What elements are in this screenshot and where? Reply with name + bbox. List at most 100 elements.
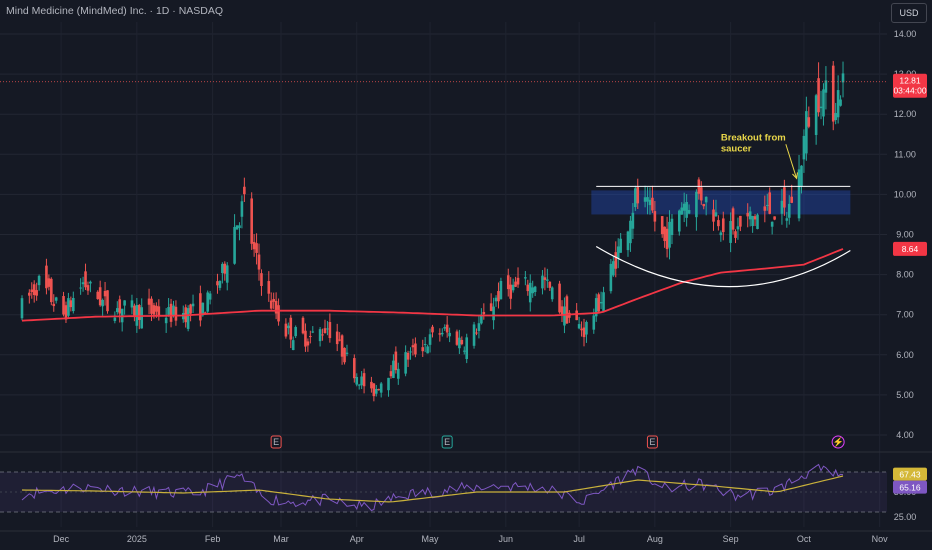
candle-up bbox=[208, 293, 212, 300]
price-axis-tick: 9.00 bbox=[896, 230, 914, 240]
candle-down bbox=[663, 226, 666, 242]
rsi-ma-label bbox=[893, 467, 927, 481]
candle-down bbox=[817, 78, 820, 113]
candle-up bbox=[123, 300, 126, 306]
candle-up bbox=[140, 307, 144, 329]
candle-up bbox=[67, 298, 70, 316]
time-axis-tick: Jul bbox=[573, 534, 585, 544]
candle-down bbox=[699, 187, 703, 201]
candle-up bbox=[458, 337, 461, 349]
time-axis-tick: Nov bbox=[872, 534, 889, 544]
candle-up bbox=[841, 73, 845, 83]
candle-up bbox=[233, 226, 236, 264]
candle-up bbox=[240, 201, 244, 217]
candle-down bbox=[431, 326, 434, 333]
earnings-marker bbox=[270, 435, 282, 449]
candle-up bbox=[20, 298, 24, 319]
price-axis-tick: 7.00 bbox=[896, 310, 914, 320]
last-price-label bbox=[893, 73, 927, 98]
candle-down bbox=[338, 339, 341, 341]
candle-up bbox=[546, 279, 549, 281]
currency-button[interactable]: USD bbox=[891, 3, 927, 23]
candle-up bbox=[345, 352, 349, 354]
candle-down bbox=[189, 304, 192, 314]
candle-up bbox=[592, 315, 596, 330]
candle-up bbox=[533, 286, 537, 293]
candle-down bbox=[526, 284, 530, 292]
candle-up bbox=[819, 106, 823, 109]
candle-up bbox=[756, 214, 759, 230]
rsi-axis-tick: 25.00 bbox=[894, 512, 917, 522]
candle-up bbox=[787, 203, 791, 218]
candle-down bbox=[84, 271, 87, 288]
candle-down bbox=[199, 293, 202, 321]
time-axis-tick: Aug bbox=[647, 534, 663, 544]
candle-up bbox=[780, 200, 784, 214]
candle-up bbox=[404, 352, 407, 374]
candle-down bbox=[514, 281, 517, 287]
candle-down bbox=[150, 298, 153, 314]
candle-down bbox=[362, 373, 366, 387]
candle-down bbox=[255, 243, 258, 253]
candle-down bbox=[32, 284, 36, 296]
earnings-marker-letter: E bbox=[273, 437, 279, 447]
candle-up bbox=[599, 302, 603, 304]
candle-up bbox=[396, 368, 400, 379]
candle-up bbox=[719, 232, 723, 236]
candle-up bbox=[729, 221, 732, 243]
candle-up bbox=[524, 277, 527, 279]
candle-up bbox=[472, 324, 476, 346]
candle-up bbox=[834, 113, 837, 121]
time-axis-tick: Apr bbox=[350, 534, 364, 544]
candle-up bbox=[480, 314, 483, 324]
candle-down bbox=[277, 305, 280, 322]
price-axis-tick: 10.00 bbox=[894, 189, 917, 199]
candle-up bbox=[164, 317, 168, 324]
candle-up bbox=[81, 282, 85, 285]
candle-down bbox=[445, 324, 449, 333]
candle-down bbox=[411, 345, 415, 348]
price-axis-tick: 11.00 bbox=[894, 149, 916, 159]
candle-up bbox=[714, 212, 718, 217]
candle-up bbox=[225, 265, 229, 283]
candle-down bbox=[304, 330, 307, 347]
candle-down bbox=[651, 197, 654, 211]
candle-down bbox=[223, 263, 227, 274]
candle-down bbox=[216, 281, 219, 286]
candle-down bbox=[147, 298, 151, 305]
time-axis-tick: Feb bbox=[205, 534, 221, 544]
candle-down bbox=[103, 290, 107, 297]
candle-down bbox=[712, 209, 715, 222]
candle-up bbox=[687, 210, 691, 214]
candle-up bbox=[499, 281, 503, 300]
candle-up bbox=[765, 204, 769, 206]
price-axis-tick: 12.00 bbox=[894, 109, 917, 119]
candle-up bbox=[428, 334, 432, 345]
candle-up bbox=[839, 99, 842, 106]
candle-up bbox=[409, 351, 412, 353]
candle-up bbox=[643, 197, 647, 202]
candle-up bbox=[585, 321, 588, 335]
candle-up bbox=[751, 215, 754, 227]
candle-down bbox=[753, 216, 757, 220]
candle-down bbox=[370, 381, 373, 389]
candle-down bbox=[152, 305, 156, 315]
candle-down bbox=[763, 206, 767, 211]
annotation-arrowhead bbox=[792, 172, 798, 180]
candle-down bbox=[62, 296, 65, 315]
candle-down bbox=[340, 335, 344, 357]
candle-up bbox=[89, 281, 92, 284]
candle-down bbox=[717, 220, 720, 227]
candle-down bbox=[30, 289, 34, 293]
candle-down bbox=[69, 300, 73, 308]
candle-up bbox=[191, 303, 195, 307]
candle-up bbox=[465, 337, 469, 360]
candle-down bbox=[137, 305, 141, 320]
candle-down bbox=[169, 303, 173, 322]
candle-down bbox=[289, 317, 293, 340]
candle-down bbox=[597, 294, 600, 312]
candle-up bbox=[375, 389, 378, 394]
price-axis-tick: 5.00 bbox=[896, 390, 914, 400]
annotation-arrow bbox=[785, 144, 798, 179]
